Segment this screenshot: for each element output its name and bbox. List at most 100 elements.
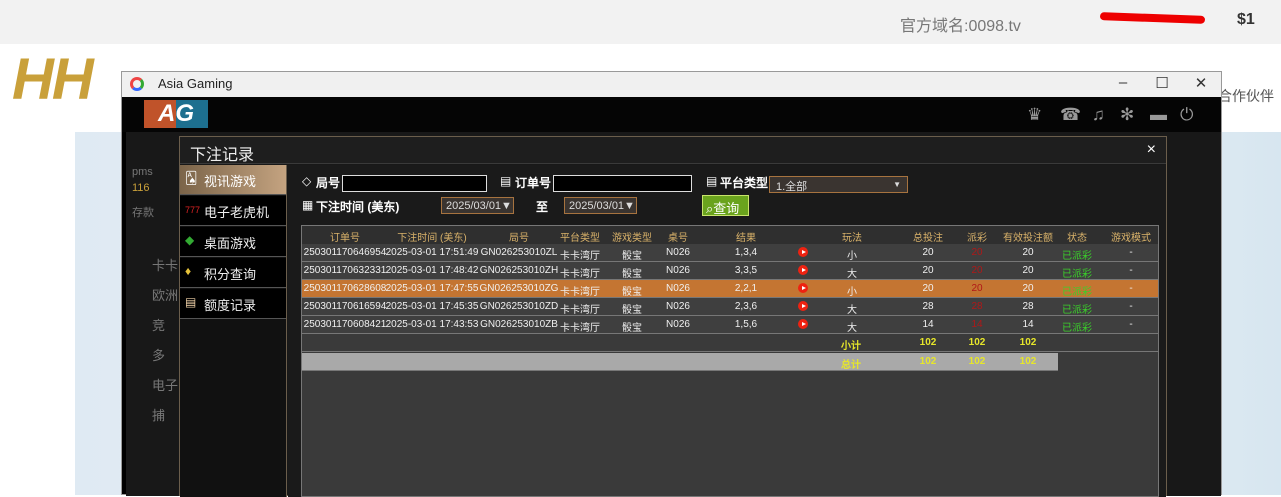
nav-partner[interactable]: 合作伙伴 [1218,88,1274,104]
order-input[interactable] [553,175,692,192]
cell-status: 已派彩 [1062,269,1092,280]
platform-label: 平台类型 [720,176,769,190]
menu-table-games[interactable]: ◆ 桌面游戏 [180,227,286,257]
menu-live-games[interactable]: 🂡 视讯游戏 [180,165,286,195]
table-row[interactable]: 250301170608421 2025-03-01 17:43:53 GN0262… [302,316,1158,334]
lobby-username: pms [132,166,153,178]
menu-label: 额度记录 [204,298,257,313]
minimize-button[interactable]: – [1118,74,1128,91]
bet-record-dialog: 下注记录 × 🂡 视讯游戏 777 电子老虎机 ◆ 桌面游戏 ♦ 积分查询 ▤ 额度记录 … [179,136,1167,497]
cell-bet-time: 2025-03-01 17:51:49 [385,247,479,258]
cell-order-no: 250301170628608 [303,283,387,294]
cell-game-mode: - [1129,283,1133,294]
cell-game-mode: - [1129,319,1133,330]
round-input[interactable] [342,175,487,192]
cell-result: 1,5,6 [734,319,758,330]
chevron-down-icon: ▼ [893,180,901,189]
cell-payout: 20 [971,247,983,258]
lobby-item[interactable]: 欧洲 [152,288,179,303]
cell-bet-time: 2025-03-01 17:47:55 [385,283,479,294]
app-icon [130,77,144,91]
balance: $1 [1237,11,1255,28]
cell-round-no: GN026253010ZB [480,319,558,330]
lobby-item[interactable]: 电子 [152,378,179,393]
app-header: AG ♛ ☎ ♫ ✻ ▬ ⏻ [122,97,1221,132]
vip-icon[interactable]: ♛ [1027,105,1043,124]
maximize-button[interactable]: ☐ [1155,75,1169,92]
diamond-icon: ♦ [185,264,192,278]
replay-icon[interactable] [798,247,808,257]
window-titlebar[interactable]: Asia Gaming – ☐ ✕ [122,72,1221,97]
cell-total-bet: 28 [922,301,934,312]
close-window-button[interactable]: ✕ [1194,75,1208,92]
table-row[interactable]: 250301170616594 2025-03-01 17:45:35 GN0262… [302,298,1158,316]
cell-total-bet: 20 [922,247,934,258]
subtotal-bet: 102 [919,337,937,348]
power-icon[interactable]: ⏻ [1180,105,1194,124]
date-from-select[interactable]: 2025/03/01▼ [441,197,514,214]
replay-icon[interactable] [798,265,808,275]
chat-icon[interactable]: ☎ [1060,105,1082,124]
cell-result: 2,2,1 [734,283,758,294]
header-game-mode: 游戏模式 [1111,233,1151,244]
cell-payout: 28 [971,301,983,312]
subtotal-payout: 102 [968,337,986,348]
date-to-select[interactable]: 2025/03/01▼ [564,197,637,214]
lobby-item[interactable]: 卡卡 [152,258,179,273]
cell-round-no: GN026253010ZD [479,301,559,312]
subtotal-row: 小计 102 102 102 [302,334,1158,352]
cell-table-no: N026 [666,319,690,330]
music-icon[interactable]: ♫ [1092,105,1105,124]
cell-bet-time: 2025-03-01 17:43:53 [385,319,479,330]
replay-icon[interactable] [798,283,808,293]
cell-platform: 卡卡湾厅 [560,269,600,280]
header-bet-time: 下注时间 (美东) [397,233,467,244]
cell-round-no: GN026253010ZH [479,265,559,276]
subtotal-label: 小计 [841,341,861,352]
calendar-icon: ▦ [302,198,314,212]
cell-total-bet: 20 [922,283,934,294]
replay-icon[interactable] [798,301,808,311]
menu-label: 桌面游戏 [204,236,257,251]
table-row[interactable]: 250301170628608 2025-03-01 17:47:55 GN0262… [302,280,1158,298]
cell-game-type: 骰宝 [622,269,642,280]
lobby-deposit[interactable]: 存款 [132,207,154,219]
cell-order-no: 250301170608421 [303,319,387,330]
cell-result: 2,3,6 [734,301,758,312]
site-logo[interactable]: HH [12,47,94,112]
replay-icon[interactable] [798,319,808,329]
cell-status: 已派彩 [1062,251,1092,262]
header-game-type: 游戏类型 [612,233,652,244]
cell-game-type: 骰宝 [622,251,642,262]
lobby-item[interactable]: 竞 [152,318,166,333]
lobby-item[interactable]: 多 [152,348,166,363]
menu-slots[interactable]: 777 电子老虎机 [180,196,286,226]
cell-platform: 卡卡湾厅 [560,305,600,316]
lobby-item[interactable]: 捕 [152,408,166,423]
cell-table-no: N026 [666,301,690,312]
table-row[interactable]: 250301170632331 2025-03-01 17:48:42 GN0262… [302,262,1158,280]
menu-credit-record[interactable]: ▤ 额度记录 [180,289,286,319]
cards-icon: 🂡 [185,171,198,185]
dialog-close-button[interactable]: × [1146,141,1156,158]
menu-label: 积分查询 [204,267,257,282]
cell-order-no: 250301170632331 [303,265,387,276]
header-result: 结果 [736,233,756,244]
message-icon[interactable]: ▬ [1150,105,1167,124]
cell-game-type: 骰宝 [622,323,642,334]
search-button[interactable]: ⌕查询 [702,195,749,216]
header-platform: 平台类型 [560,233,600,244]
search-icon: ⌕ [706,201,714,216]
official-domain: 官方域名:0098.tv [900,18,1021,35]
cell-bet-type: 大 [847,269,857,280]
round-label: 局号 [316,176,341,190]
menu-points[interactable]: ♦ 积分查询 [180,258,286,288]
cell-total-bet: 20 [922,265,934,276]
gear-icon[interactable]: ✻ [1120,105,1135,124]
table-row[interactable]: 250301170646954 2025-03-01 17:51:49 GN0262… [302,244,1158,262]
clipboard-icon: ▤ [500,174,512,188]
cell-table-no: N026 [666,247,690,258]
asia-gaming-window: Asia Gaming – ☐ ✕ AG ♛ ☎ ♫ ✻ ▬ ⏻ pms 116… [121,71,1222,497]
platform-select[interactable]: 1.全部 ▼ [769,176,908,193]
cell-total-bet: 14 [922,319,934,330]
